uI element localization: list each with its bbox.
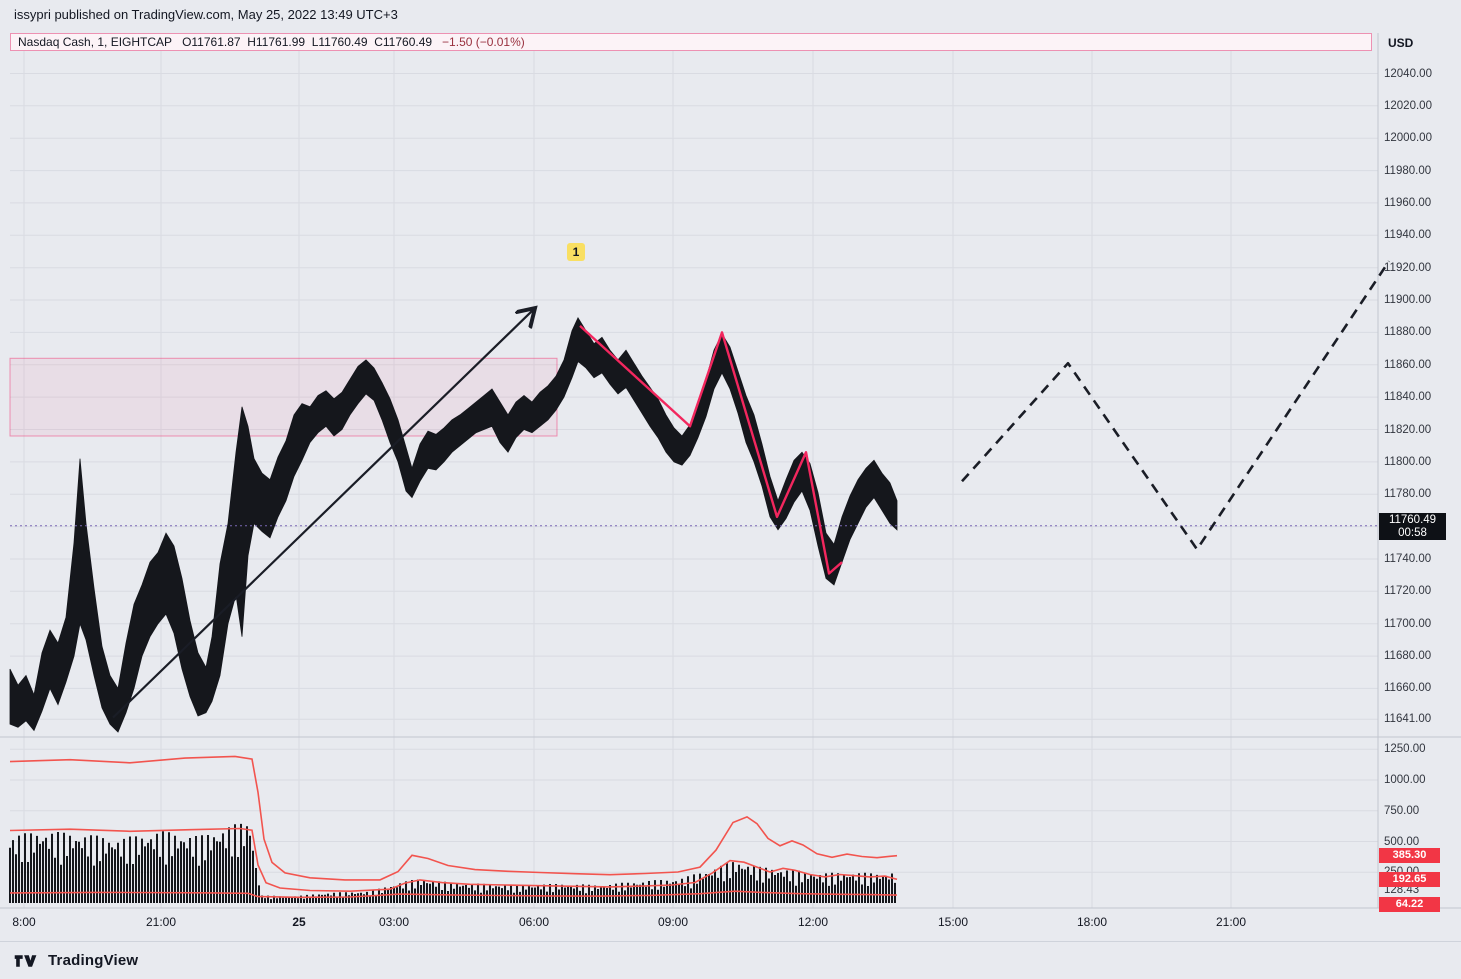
symbol-ohlc-values: O11761.87 H11761.99 L11760.49 C11760.49 xyxy=(182,35,433,49)
attribution-text: issypri published on TradingView.com, Ma… xyxy=(14,7,398,22)
symbol-header: Nasdaq Cash, 1, EIGHTCAP O11761.87 H1176… xyxy=(10,33,1372,51)
tradingview-logo-text[interactable]: TradingView xyxy=(48,952,139,969)
tradingview-logo-icon[interactable] xyxy=(14,952,40,970)
bar-countdown: 00:58 xyxy=(1398,526,1427,539)
indicator-line-upper-band xyxy=(9,755,898,881)
pink-zigzag-line xyxy=(579,325,843,575)
footer-bar: TradingView xyxy=(0,941,1461,979)
indicator-line-lower-band xyxy=(9,890,898,899)
wave-1-label[interactable]: 1 xyxy=(567,242,585,261)
volume-bars xyxy=(9,823,896,903)
candlestick-series xyxy=(9,316,898,733)
indicator-line-mid-band xyxy=(9,827,898,893)
last-price-badge: 11760.49 00:58 xyxy=(1379,512,1446,540)
symbol-title[interactable]: Nasdaq Cash, 1, EIGHTCAP xyxy=(18,35,173,49)
symbol-change: −1.50 (−0.01%) xyxy=(442,35,525,49)
last-price-value: 11760.49 xyxy=(1388,513,1437,526)
trend-arrow xyxy=(112,308,535,719)
supply-zone xyxy=(9,357,558,437)
currency-label: USD xyxy=(1388,36,1414,50)
forecast-dashed-path xyxy=(961,260,1391,551)
